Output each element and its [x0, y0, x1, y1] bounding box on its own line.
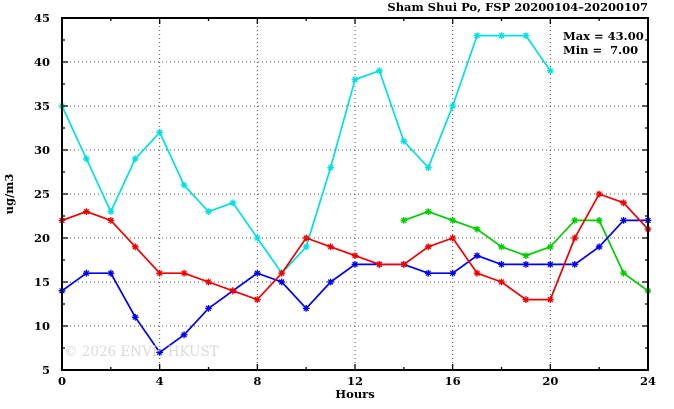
grid-layer [62, 18, 648, 370]
y-tick-label: 15 [34, 275, 50, 289]
x-tick-label: 0 [58, 374, 66, 388]
y-tick-label: 20 [34, 231, 50, 245]
y-tick-label: 10 [34, 319, 50, 333]
annotation-min: Min = 7.00 [563, 43, 638, 57]
y-tick-label: 40 [34, 55, 50, 69]
chart-title: Sham Shui Po, FSP 20200104–20200107 [387, 0, 648, 14]
y-tick-label: 30 [34, 143, 50, 157]
y-axis-label: ug/m3 [2, 174, 16, 215]
y-tick-label: 25 [34, 187, 50, 201]
y-tick-label: 45 [34, 11, 50, 25]
x-tick-label: 16 [445, 374, 461, 388]
series-green [400, 208, 652, 295]
x-tick-label: 20 [542, 374, 558, 388]
x-axis-label: Hours [335, 387, 374, 401]
tick-label-layer: 5 10 15 20 25 30 35 40 45 0 4 8 12 16 20 24 [34, 11, 656, 388]
series-line-green [403, 210, 649, 292]
tick-layer [61, 17, 649, 371]
y-tick-label: 35 [34, 99, 50, 113]
annotation-max: Max = 43.00 [563, 29, 644, 43]
x-tick-label: 8 [253, 374, 261, 388]
series-markers-green [400, 208, 652, 295]
y-tick-label: 5 [42, 363, 50, 377]
series-red [58, 190, 652, 303]
watermark: © 2026 ENVF, HKUST [64, 344, 219, 360]
x-tick-label: 4 [156, 374, 164, 388]
x-tick-label: 12 [347, 374, 363, 388]
x-tick-label: 24 [640, 374, 656, 388]
